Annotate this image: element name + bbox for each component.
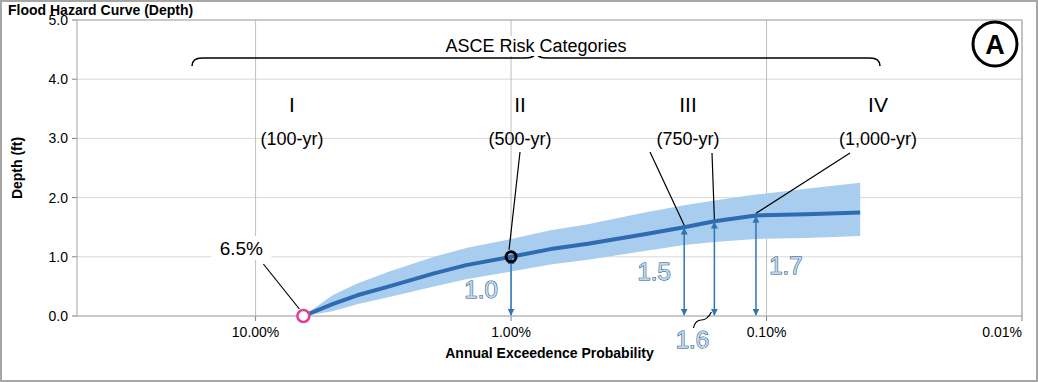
badge-circle [973,22,1017,66]
category-label: III [679,93,697,116]
category-period: (1,000-yr) [839,129,917,149]
annotations: 6.5% 1.0 1.5 1.6 1.7 [211,152,850,353]
annotation-label: 6.5% [220,238,263,259]
x-tick-label: 0.10% [747,324,787,340]
chart-root: Flood Hazard Curve (Depth) 0.0 1.0 2.0 3.0 4.… [0,0,1038,382]
grid [72,20,1022,321]
y-tick [72,197,77,198]
point-marker [506,252,516,262]
data-group [303,183,860,316]
y-tick [72,79,77,80]
category-title: ASCE Risk Categories [445,36,626,56]
confidence-band [303,183,860,316]
x-grid-line [255,20,256,316]
start-marker [297,310,309,322]
x-tick-label: 10.00% [232,324,279,340]
leader-line [263,264,299,309]
x-tick-label: 0.01% [982,324,1022,340]
leader-line [650,152,684,225]
category-title-bg [441,36,631,56]
category-label: II [514,93,526,116]
y-grid-line [77,79,1022,80]
hazard-curve [303,212,860,316]
category-label: IV [868,93,888,116]
x-tick [511,316,512,321]
x-tick [766,316,767,321]
depth-arrow [683,228,685,315]
leader-line [756,153,850,213]
leader-line [509,152,520,250]
category-label: I [289,93,295,116]
chart-background [1,1,1037,381]
y-tick-label: 2.0 [49,190,69,206]
y-tick-label: 0.0 [49,308,69,324]
y-tick [72,316,77,317]
y-tick-label: 5.0 [49,12,69,28]
badge-label: A [985,30,1005,60]
y-tick-label: 1.0 [49,249,69,265]
chart-title: Flood Hazard Curve (Depth) [8,2,193,18]
leader-line [712,153,714,219]
category-period: (750-yr) [656,129,719,149]
y-tick-label: 3.0 [49,130,69,146]
y-tick [72,256,77,257]
chart-svg: Flood Hazard Curve (Depth) 0.0 1.0 2.0 3.0 4.… [0,0,1038,382]
x-tick [1022,316,1023,321]
x-tick [255,316,256,321]
label-bg [211,236,271,260]
y-tick [72,138,77,139]
plot-frame [77,20,1022,316]
x-axis-label: Annual Exceedence Probability [445,345,654,361]
category-period: (100-yr) [260,129,323,149]
y-tick-label: 4.0 [49,71,69,87]
y-axis-label: Depth (ft) [9,137,25,199]
annotation-label: 1.5 [638,258,671,285]
depth-arrow [510,258,512,315]
x-grid-line [511,20,512,316]
depth-arrow [755,216,757,315]
category-period: (500-yr) [488,129,551,149]
annotation-label: 1.0 [464,276,497,303]
annotation-label: 1.7 [769,252,802,279]
x-tick-label: 1.00% [491,324,531,340]
y-grid-line [77,197,1022,198]
x-grid-line [766,20,767,316]
depth-arrow [714,222,716,315]
y-tick [72,20,77,21]
annotation-label: 1.6 [676,326,709,353]
